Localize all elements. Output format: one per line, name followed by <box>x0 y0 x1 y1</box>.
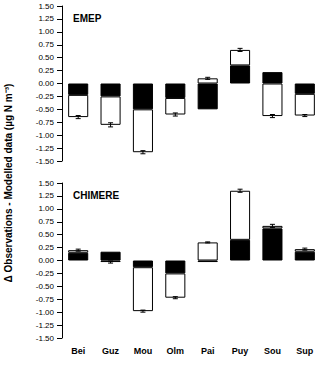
svg-text:0.25: 0.25 <box>38 243 54 252</box>
svg-text:-1.50: -1.50 <box>36 334 55 343</box>
svg-text:0.00: 0.00 <box>38 79 54 88</box>
svg-text:CHIMERE: CHIMERE <box>73 190 119 201</box>
svg-text:Bei: Bei <box>71 346 85 356</box>
svg-text:1.00: 1.00 <box>38 204 54 213</box>
svg-text:Pai: Pai <box>201 346 215 356</box>
svg-text:EMEP: EMEP <box>73 13 102 24</box>
svg-text:0.00: 0.00 <box>38 256 54 265</box>
svg-text:-1.00: -1.00 <box>36 131 55 140</box>
svg-text:0.50: 0.50 <box>38 53 54 62</box>
svg-text:0.25: 0.25 <box>38 66 54 75</box>
svg-text:-1.25: -1.25 <box>36 321 55 330</box>
svg-text:-0.75: -0.75 <box>36 118 55 127</box>
svg-text:1.50: 1.50 <box>38 179 54 188</box>
svg-text:1.25: 1.25 <box>38 14 54 23</box>
svg-text:Guz: Guz <box>102 346 119 356</box>
svg-text:0.75: 0.75 <box>38 217 54 226</box>
svg-text:Sou: Sou <box>264 346 281 356</box>
svg-text:1.00: 1.00 <box>38 27 54 36</box>
svg-text:Mou: Mou <box>134 346 153 356</box>
svg-text:0.75: 0.75 <box>38 40 54 49</box>
svg-text:-1.00: -1.00 <box>36 308 55 317</box>
svg-text:Δ Observations - Modelled data: Δ Observations - Modelled data (µg N m⁻³… <box>3 84 14 283</box>
svg-text:-0.50: -0.50 <box>36 282 55 291</box>
svg-text:Puy: Puy <box>232 346 249 356</box>
svg-text:-0.25: -0.25 <box>36 269 55 278</box>
svg-text:-0.25: -0.25 <box>36 92 55 101</box>
svg-text:-0.75: -0.75 <box>36 295 55 304</box>
svg-text:Sup: Sup <box>296 346 314 356</box>
svg-text:-0.50: -0.50 <box>36 105 55 114</box>
svg-text:-1.25: -1.25 <box>36 144 55 153</box>
svg-text:1.25: 1.25 <box>38 191 54 200</box>
svg-text:Olm: Olm <box>167 346 185 356</box>
svg-text:0.50: 0.50 <box>38 230 54 239</box>
svg-text:-1.50: -1.50 <box>36 157 55 166</box>
svg-text:1.50: 1.50 <box>38 2 54 11</box>
